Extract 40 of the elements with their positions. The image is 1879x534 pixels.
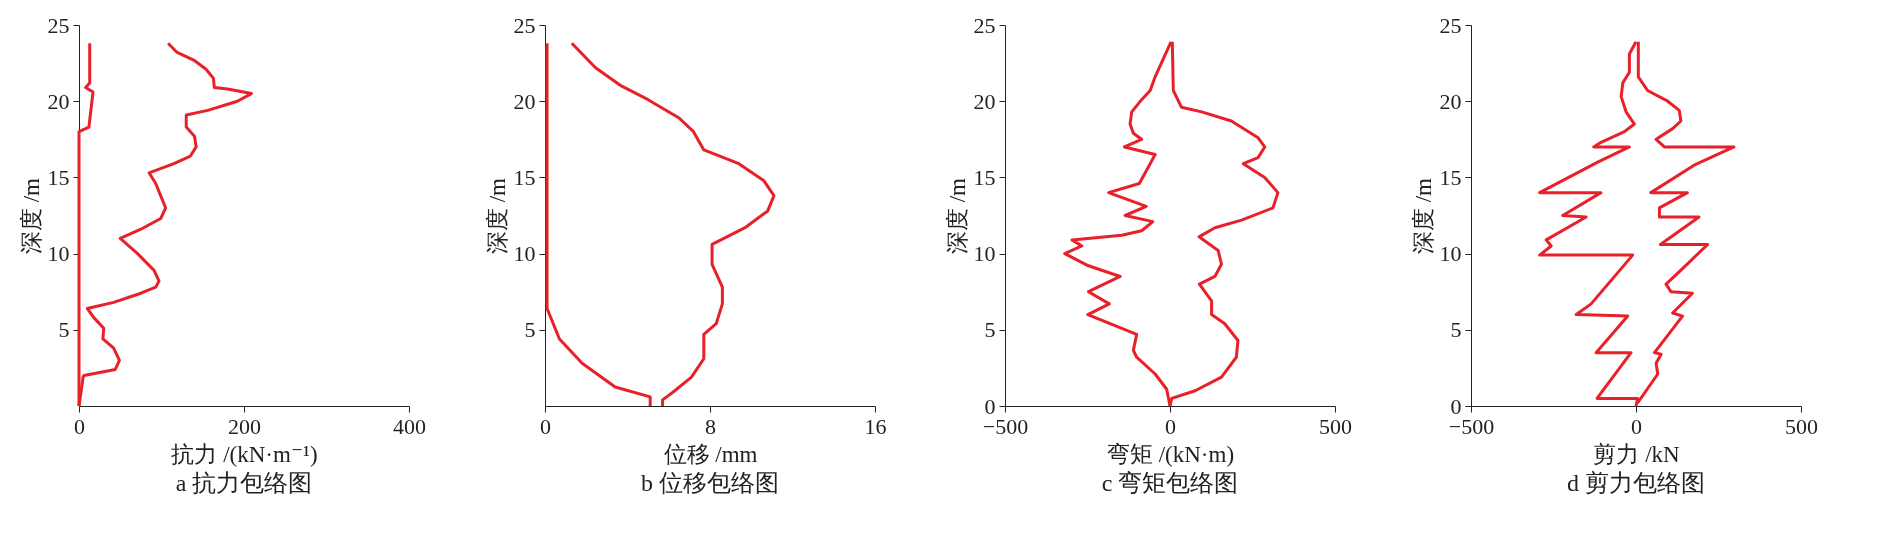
y-tick-label: 15 — [1439, 164, 1462, 190]
x-axis-title: 抗力 /(kN·m⁻¹) — [171, 441, 318, 467]
x-tick-label: 200 — [228, 413, 261, 439]
y-tick-label: 15 — [513, 164, 536, 190]
y-tick-label: 15 — [47, 164, 70, 190]
y-axis-title: 深度 /m — [944, 177, 970, 255]
y-tick-label: 5 — [524, 317, 536, 343]
y-tick-label: 5 — [1450, 317, 1462, 343]
y-axis-title: 深度 /m — [18, 177, 44, 255]
x-tick-label: 16 — [864, 413, 887, 439]
x-tick-label: 8 — [705, 413, 716, 439]
text: b 位移包络图 — [641, 470, 779, 496]
y-tick-label: 20 — [513, 88, 536, 114]
x-axis-title: 剪力 /kN — [1593, 441, 1681, 467]
y-axis-title: 深度 /m — [1410, 177, 1436, 255]
text: d 剪力包络图 — [1567, 470, 1705, 496]
x-tick-label: 500 — [1785, 413, 1818, 439]
y-tick-label: 10 — [47, 241, 70, 267]
y-tick-label: 20 — [973, 88, 996, 114]
x-axis-title: 弯矩 /(kN·m) — [1106, 441, 1235, 467]
text: a 抗力包络图 — [175, 470, 313, 496]
y-tick-label: 20 — [1439, 88, 1462, 114]
y-tick-label: 25 — [47, 12, 70, 38]
y-tick-label: 10 — [1439, 241, 1462, 267]
x-tick-label: 0 — [1631, 413, 1642, 439]
x-tick-label: 500 — [1319, 413, 1352, 439]
y-tick-label: 10 — [513, 241, 536, 267]
text: c 弯矩包络图 — [1101, 470, 1239, 496]
y-tick-label: 5 — [984, 317, 996, 343]
x-tick-label: 400 — [393, 413, 426, 439]
x-axis-title: 位移 /mm — [663, 441, 758, 467]
y-tick-label: 25 — [513, 12, 536, 38]
y-axis-title: 深度 /m — [484, 177, 510, 255]
y-tick-label: 25 — [973, 12, 996, 38]
x-tick-label: 0 — [1165, 413, 1176, 439]
y-tick-label: 10 — [973, 241, 996, 267]
y-tick-label: 15 — [973, 164, 996, 190]
y-tick-label: 5 — [58, 317, 70, 343]
y-tick-label: 25 — [1439, 12, 1462, 38]
y-tick-label: 20 — [47, 88, 70, 114]
